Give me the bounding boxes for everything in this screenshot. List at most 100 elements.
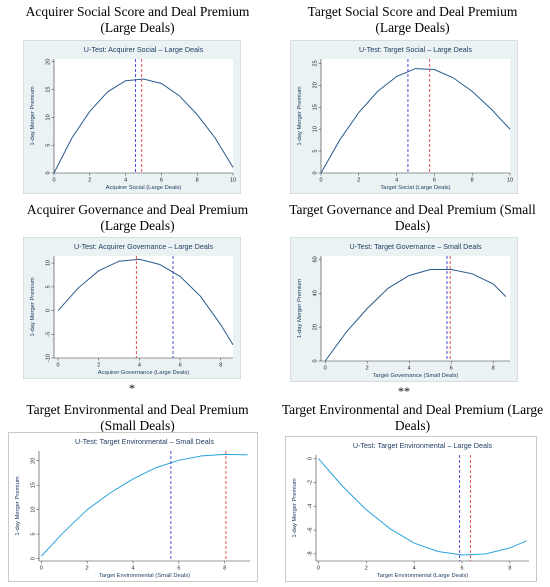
x-axis-label: Acquirer Governance (Large Deals) [98,370,190,376]
fitted-curve [40,453,248,557]
chart-svg: U-Test: Target Environmental – Large Dea… [286,437,536,581]
y-tick-label: 60 [313,256,319,262]
chart-target-environmental-large: U-Test: Target Environmental – Large Dea… [285,436,537,582]
y-tick-label: 0 [313,171,319,174]
y-tick-label: -4 [308,504,314,509]
panel-heading: Acquirer Governance and Deal Premium (La… [0,202,275,234]
panel-heading: Target Environmental and Deal Premium (L… [275,402,550,434]
x-tick-label: 8 [219,363,222,369]
panel-heading-line1: Target Environmental and Deal Premium (L… [281,402,544,417]
x-tick-label: 10 [230,178,236,184]
y-tick-label: -5 [46,332,52,337]
y-tick-label: 20 [313,324,319,330]
y-tick-label: 15 [46,87,52,93]
chart-title: U-Test: Target Social – Large Deals [359,45,472,54]
y-tick-label: 5 [46,285,52,288]
x-tick-label: 4 [395,178,398,184]
x-tick-label: 4 [132,566,135,572]
panel-heading-line1: Acquirer Social Score and Deal Premium [25,4,250,19]
y-axis-label: 1-day Merger Premium [30,86,36,145]
y-tick-label: 0 [46,171,52,174]
y-tick-label: -8 [308,551,314,556]
y-tick-label: -2 [308,480,314,485]
panel-heading: Acquirer Social Score and Deal Premium (… [0,4,275,36]
y-axis-label: 1-day Merger Premium [292,478,298,537]
panel-heading-line1: Target Environmental and Deal Premium [26,402,249,417]
panel-heading: Target Social Score and Deal Premium (La… [275,4,550,36]
fitted-curve [57,258,234,345]
x-axis-label: Acquirer Social (Large Deals) [106,185,182,191]
y-axis-label: 1-day Merger Premium [297,279,303,338]
x-tick-label: 4 [408,366,411,372]
y-tick-label: 20 [313,82,319,88]
y-tick-label: 5 [313,150,319,153]
y-tick-label: 40 [313,290,319,296]
panel-heading-line2: (Large Deals) [100,218,175,233]
x-tick-label: 0 [57,363,60,369]
y-tick-label: 15 [31,482,37,488]
x-tick-label: 0 [40,566,43,572]
x-tick-label: 8 [508,566,511,572]
chart-title: U-Test: Acquirer Governance – Large Deal… [74,242,213,251]
plot-area [321,256,510,361]
y-tick-label: 20 [46,59,52,65]
x-axis-label: Target Environmental (Large Deals) [377,573,469,579]
y-tick-label: 10 [313,126,319,132]
y-tick-label: 15 [313,104,319,110]
x-tick-label: 0 [317,566,320,572]
panel-heading: Target Governance and Deal Premium (Smal… [275,202,550,234]
chart-acquirer-governance: U-Test: Acquirer Governance – Large Deal… [23,237,241,379]
y-tick-label: 25 [313,60,319,66]
x-axis-label: Target Social (Large Deals) [380,185,450,191]
y-tick-label: 0 [313,359,319,362]
fitted-curve [324,269,507,362]
chart-svg: U-Test: Acquirer Governance – Large Deal… [24,238,240,378]
x-tick-label: 4 [138,363,141,369]
x-tick-label: 2 [365,566,368,572]
significance-note: ** [398,384,410,398]
chart-title: U-Test: Target Governance – Small Deals [349,242,481,251]
y-tick-label: 5 [46,144,52,147]
x-tick-label: 8 [196,178,199,184]
significance-note: * [129,381,135,395]
x-tick-label: 2 [97,363,100,369]
x-tick-label: 2 [88,178,91,184]
chart-svg: U-Test: Target Social – Large Deals 0 2 4 6 8… [291,41,517,193]
panel-heading-line1: Target Governance and Deal Premium (Smal… [289,202,536,217]
y-tick-label: 10 [46,260,52,266]
y-tick-label: 10 [46,114,52,120]
x-tick-label: 6 [177,566,180,572]
x-tick-label: 0 [324,366,327,372]
x-tick-label: 8 [471,178,474,184]
plot-area [316,455,529,561]
x-tick-label: 4 [413,566,416,572]
y-tick-label: 0 [308,457,314,460]
y-axis-label: 1-day Merger Premium [297,86,303,145]
panel-heading-line1: Acquirer Governance and Deal Premium [26,202,249,217]
plot-area [54,256,233,358]
panel-heading-line2: Deals) [394,418,431,433]
chart-title: U-Test: Target Environmental – Large Dea… [353,441,493,450]
plot-area [321,59,510,173]
x-tick-label: 2 [357,178,360,184]
chart-target-social: U-Test: Target Social – Large Deals 0 2 4 6 8… [290,40,518,194]
x-tick-label: 10 [507,178,513,184]
y-tick-label: 10 [31,507,37,513]
x-tick-label: 2 [366,366,369,372]
x-tick-label: 2 [86,566,89,572]
x-tick-label: 8 [223,566,226,572]
panel-heading: Target Environmental and Deal Premium (S… [0,402,275,434]
x-tick-label: 0 [319,178,322,184]
x-tick-label: 6 [433,178,436,184]
x-tick-label: 6 [160,178,163,184]
y-axis-label: 1-day Merger Premium [15,476,21,535]
panel-heading-line2: Deals) [394,218,431,233]
y-tick-label: 5 [31,533,37,536]
x-axis-label: Target Governance (Small Deals) [373,373,459,379]
chart-svg: U-Test: Target Environmental – Small Dea… [9,433,257,581]
chart-target-governance: U-Test: Target Governance – Small Deals 0… [290,237,518,382]
y-tick-label: 0 [46,309,52,312]
panel-heading-line2: (Large Deals) [100,20,175,35]
chart-target-environmental-small: U-Test: Target Environmental – Small Dea… [8,432,258,582]
chart-acquirer-social: U-Test: Acquirer Social – Large Deals 0 2 4… [23,40,241,194]
